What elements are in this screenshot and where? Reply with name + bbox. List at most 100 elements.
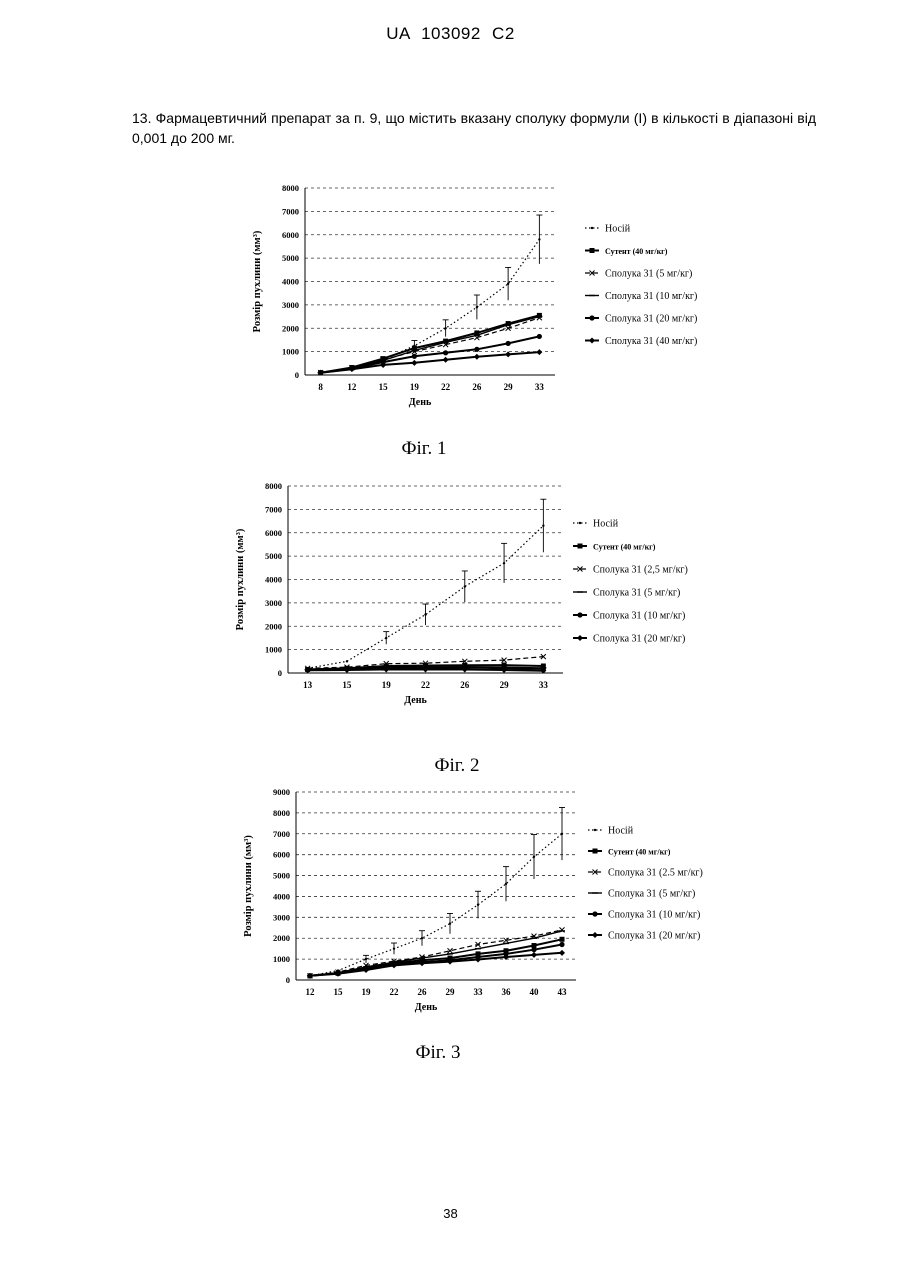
data-point-marker	[533, 856, 535, 858]
legend-label: Сполука 31 (40 мг/кг)	[605, 336, 697, 347]
legend-label: Носій	[608, 826, 634, 837]
legend-label: Сполука 31 (5 мг/кг)	[608, 889, 695, 900]
y-tick-label: 7000	[273, 829, 290, 839]
figure-3: 0100020003000400050006000700080009000121…	[238, 782, 718, 1022]
legend-item: Сполука 31 (5 мг/кг)	[573, 588, 680, 599]
data-point-marker	[591, 227, 593, 229]
figure-2-caption: Фіг. 2	[357, 755, 557, 777]
x-tick-label: 29	[446, 987, 456, 997]
x-tick-label: 22	[421, 680, 431, 690]
data-point-marker	[474, 354, 480, 360]
y-tick-label: 4000	[265, 575, 282, 585]
x-tick-label: 40	[530, 987, 540, 997]
data-point-marker	[424, 613, 426, 615]
legend-label: Сполука 31 (20 мг/кг)	[608, 931, 700, 942]
data-point-marker	[561, 833, 563, 835]
legend-item: Сполука 31 (2,5 мг/кг)	[573, 565, 688, 576]
y-tick-label: 7000	[265, 504, 282, 514]
x-tick-label: 15	[334, 987, 344, 997]
x-tick-label: 19	[410, 382, 420, 392]
legend-label: Сполука 31 (5 мг/кг)	[593, 588, 680, 599]
data-point-marker	[506, 341, 511, 346]
data-point-marker	[593, 849, 598, 854]
data-point-marker	[577, 612, 582, 617]
series-line	[310, 834, 562, 976]
y-tick-label: 5000	[273, 871, 290, 881]
data-point-marker	[385, 637, 387, 639]
y-tick-label: 3000	[282, 300, 299, 310]
y-tick-label: 5000	[282, 253, 299, 263]
legend-item: Носій	[588, 826, 634, 837]
data-point-marker	[412, 354, 417, 359]
y-tick-label: 8000	[282, 183, 299, 193]
legend-label: Сполука 31 (10 мг/кг)	[605, 291, 697, 302]
legend-item: Сполука 31 (2.5 мг/кг)	[588, 868, 703, 879]
y-tick-label: 1000	[282, 347, 299, 357]
legend-item: Сполука 31 (20 мг/кг)	[588, 931, 700, 942]
y-tick-label: 1000	[273, 954, 290, 964]
legend-item: Сполука 31 (5 мг/кг)	[585, 269, 692, 280]
y-tick-label: 2000	[273, 933, 290, 943]
data-point-marker	[411, 360, 417, 366]
y-tick-label: 6000	[282, 230, 299, 240]
legend-label: Сполука 31 (2,5 мг/кг)	[593, 565, 688, 576]
data-point-marker	[590, 248, 595, 253]
data-point-marker	[531, 952, 537, 958]
data-point-marker	[559, 942, 564, 947]
data-point-marker	[393, 947, 395, 949]
legend-item: Сполука 31 (5 мг/кг)	[588, 889, 695, 900]
data-point-marker	[464, 585, 466, 587]
y-axis-label: Розмір пухлини (мм³)	[235, 528, 246, 630]
y-tick-label: 4000	[273, 891, 290, 901]
legend-item: Сполука 31 (10 мг/кг)	[573, 611, 685, 622]
legend-item: Сутент (40 мг/кг)	[585, 247, 668, 256]
x-tick-label: 26	[418, 987, 428, 997]
figure-2: 0100020003000400050006000700080001315192…	[228, 476, 708, 716]
x-tick-label: 15	[342, 680, 352, 690]
legend-item: Сполука 31 (20 мг/кг)	[573, 634, 685, 645]
data-point-marker	[444, 327, 446, 329]
data-point-marker	[592, 932, 598, 938]
y-tick-label: 3000	[265, 598, 282, 608]
y-tick-label: 1000	[265, 645, 282, 655]
data-point-marker	[503, 562, 505, 564]
data-point-marker	[443, 350, 448, 355]
data-point-marker	[531, 947, 536, 952]
x-tick-label: 36	[502, 987, 512, 997]
series-1	[306, 499, 546, 669]
data-point-marker	[505, 883, 507, 885]
series-line	[321, 239, 540, 372]
y-tick-label: 0	[278, 668, 282, 678]
legend-item: Носій	[585, 224, 631, 235]
claim-text: 13. Фармацевтичний препарат за п. 9, що …	[132, 108, 816, 148]
x-tick-label: 22	[441, 382, 451, 392]
page-number: 38	[0, 1206, 901, 1221]
series-line	[310, 930, 562, 976]
data-point-marker	[542, 525, 544, 527]
y-tick-label: 6000	[273, 850, 290, 860]
data-point-marker	[476, 306, 478, 308]
data-point-marker	[421, 937, 423, 939]
data-point-marker	[578, 544, 583, 549]
x-axis-label: День	[409, 397, 432, 408]
chart-fig-3: 0100020003000400050006000700080009000121…	[238, 782, 718, 1022]
legend-item: Носій	[573, 519, 619, 530]
figure-1-caption: Фіг. 1	[324, 438, 524, 460]
x-tick-label: 15	[379, 382, 389, 392]
y-axis-label: Розмір пухлини (мм³)	[243, 835, 254, 937]
legend-label: Сполука 31 (20 мг/кг)	[605, 314, 697, 325]
data-point-marker	[505, 351, 511, 357]
x-tick-label: 19	[362, 987, 372, 997]
legend-item: Сполука 31 (20 мг/кг)	[585, 314, 697, 325]
x-tick-label: 12	[347, 382, 357, 392]
legend-label: Сполука 31 (5 мг/кг)	[605, 269, 692, 280]
legend-label: Сутент (40 мг/кг)	[593, 543, 656, 552]
x-tick-label: 26	[472, 382, 482, 392]
y-tick-label: 0	[286, 975, 290, 985]
data-point-marker	[592, 911, 597, 916]
legend-label: Сутент (40 мг/кг)	[608, 848, 671, 857]
figure-3-caption: Фіг. 3	[338, 1042, 538, 1064]
series-line	[308, 526, 544, 669]
chart-fig-1: 0100020003000400050006000700080008121519…	[240, 178, 710, 418]
legend-item: Сутент (40 мг/кг)	[588, 848, 671, 857]
